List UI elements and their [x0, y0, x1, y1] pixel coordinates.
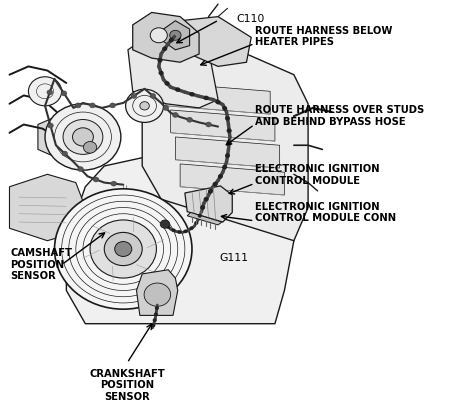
Circle shape	[45, 104, 121, 170]
Circle shape	[222, 165, 227, 169]
Circle shape	[90, 103, 95, 108]
Text: ELECTRONIC IGNITION
CONTROL MODULE CONN: ELECTRONIC IGNITION CONTROL MODULE CONN	[255, 202, 396, 223]
Polygon shape	[142, 50, 308, 241]
Circle shape	[163, 105, 169, 110]
Circle shape	[78, 166, 83, 172]
Polygon shape	[66, 149, 294, 324]
Circle shape	[83, 142, 97, 153]
Circle shape	[151, 324, 155, 327]
Circle shape	[131, 93, 137, 98]
Circle shape	[153, 319, 156, 322]
Circle shape	[225, 116, 230, 120]
Circle shape	[169, 38, 173, 42]
Text: ROUTE HARNESS OVER STUDS
AND BEHIND BYPASS HOSE: ROUTE HARNESS OVER STUDS AND BEHIND BYPA…	[255, 105, 424, 127]
Circle shape	[164, 81, 169, 85]
Circle shape	[61, 91, 67, 96]
Circle shape	[175, 88, 180, 92]
Circle shape	[200, 205, 205, 210]
Circle shape	[190, 227, 193, 230]
Circle shape	[190, 92, 194, 96]
Circle shape	[150, 28, 167, 43]
Circle shape	[90, 220, 156, 278]
Text: CAMSHAFT
POSITION
SENSOR: CAMSHAFT POSITION SENSOR	[10, 248, 73, 281]
Circle shape	[208, 189, 213, 193]
Circle shape	[126, 89, 164, 122]
Circle shape	[227, 141, 231, 145]
Circle shape	[109, 103, 115, 108]
Circle shape	[173, 112, 178, 117]
Text: C110: C110	[236, 14, 264, 24]
Circle shape	[160, 220, 170, 228]
Polygon shape	[166, 83, 270, 114]
Circle shape	[144, 283, 171, 306]
Polygon shape	[164, 21, 190, 50]
Polygon shape	[175, 137, 280, 168]
Circle shape	[204, 96, 209, 100]
Polygon shape	[180, 164, 284, 195]
Circle shape	[194, 222, 198, 225]
Polygon shape	[185, 186, 232, 222]
Text: CRANKSHAFT
POSITION
SENSOR: CRANKSHAFT POSITION SENSOR	[89, 369, 165, 402]
Circle shape	[75, 103, 81, 108]
Circle shape	[63, 120, 103, 154]
Circle shape	[104, 232, 142, 266]
Circle shape	[184, 230, 187, 233]
Text: ROUTE HARNESS BELOW
HEATER PIPES: ROUTE HARNESS BELOW HEATER PIPES	[255, 26, 392, 47]
Circle shape	[140, 102, 149, 110]
Circle shape	[172, 229, 175, 232]
Circle shape	[47, 90, 53, 95]
Circle shape	[159, 71, 164, 75]
Circle shape	[162, 46, 167, 51]
Circle shape	[155, 306, 159, 310]
Circle shape	[93, 177, 99, 182]
Polygon shape	[171, 110, 275, 141]
Circle shape	[170, 30, 181, 40]
Circle shape	[204, 197, 209, 201]
Circle shape	[111, 181, 117, 186]
Circle shape	[115, 242, 132, 256]
Circle shape	[206, 122, 211, 127]
Circle shape	[150, 93, 155, 98]
Circle shape	[154, 313, 158, 316]
Circle shape	[227, 129, 231, 133]
Polygon shape	[128, 29, 218, 108]
Circle shape	[47, 123, 53, 128]
Circle shape	[157, 58, 162, 62]
Polygon shape	[38, 116, 100, 158]
Polygon shape	[133, 12, 199, 62]
Circle shape	[177, 230, 181, 234]
Circle shape	[73, 128, 93, 146]
Polygon shape	[9, 174, 85, 241]
Circle shape	[62, 151, 68, 156]
Circle shape	[187, 117, 192, 122]
Text: ELECTRONIC IGNITION
CONTROL MODULE: ELECTRONIC IGNITION CONTROL MODULE	[255, 164, 380, 186]
Polygon shape	[180, 17, 251, 66]
Text: G111: G111	[219, 253, 248, 263]
Circle shape	[213, 182, 218, 186]
Circle shape	[218, 174, 223, 178]
Polygon shape	[137, 270, 178, 315]
Circle shape	[222, 106, 227, 110]
Circle shape	[198, 214, 201, 217]
Circle shape	[225, 154, 230, 158]
Polygon shape	[187, 212, 222, 225]
Circle shape	[55, 189, 192, 309]
Circle shape	[216, 100, 220, 104]
Circle shape	[166, 225, 170, 229]
Circle shape	[28, 77, 62, 106]
